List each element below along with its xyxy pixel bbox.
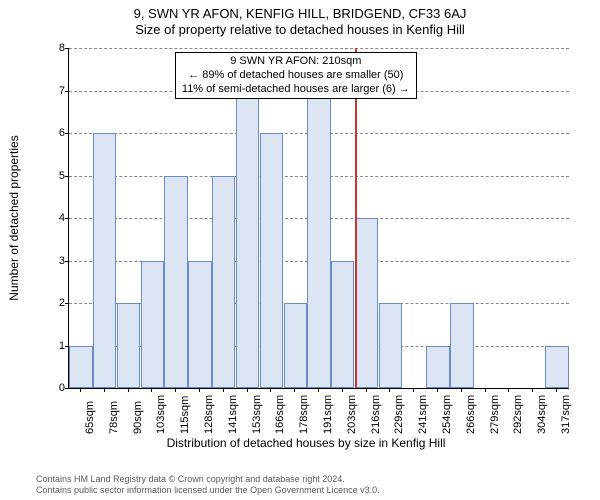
y-tick-label: 4 — [51, 212, 65, 224]
histogram-bar — [69, 346, 92, 389]
x-tick-label: 304sqm — [536, 395, 548, 434]
x-tick-label: 166sqm — [274, 395, 286, 434]
x-tick-mark — [270, 388, 271, 392]
callout-line-1: 9 SWN YR AFON: 210sqm — [182, 55, 410, 69]
y-tick-label: 7 — [51, 85, 65, 97]
x-tick-label: 78sqm — [108, 401, 120, 434]
y-tick-label: 0 — [51, 382, 65, 394]
histogram-bar — [545, 346, 568, 389]
x-tick-label: 216sqm — [370, 395, 382, 434]
plot-area: 012345678 9 SWN YR AFON: 210sqm ← 89% of… — [68, 48, 569, 389]
y-tick-mark — [65, 133, 69, 134]
x-tick-mark — [342, 388, 343, 392]
histogram-bar — [379, 303, 402, 388]
credits: Contains HM Land Registry data © Crown c… — [36, 474, 380, 496]
marker-callout: 9 SWN YR AFON: 210sqm ← 89% of detached … — [175, 52, 417, 99]
y-axis-label: Number of detached properties — [7, 135, 21, 300]
x-tick-label: 254sqm — [441, 395, 453, 434]
x-tick-mark — [437, 388, 438, 392]
x-tick-label: 103sqm — [155, 395, 167, 434]
x-tick-mark — [151, 388, 152, 392]
x-tick-mark — [247, 388, 248, 392]
y-tick-mark — [65, 91, 69, 92]
y-tick-label: 2 — [51, 297, 65, 309]
x-tick-label: 229sqm — [393, 395, 405, 434]
x-tick-label: 191sqm — [322, 395, 334, 434]
callout-line-3: 11% of semi-detached houses are larger (… — [182, 83, 410, 97]
x-tick-label: 292sqm — [512, 395, 524, 434]
x-tick-mark — [532, 388, 533, 392]
x-tick-label: 279sqm — [489, 395, 501, 434]
histogram-bar — [307, 91, 330, 389]
x-tick-mark — [485, 388, 486, 392]
x-tick-mark — [294, 388, 295, 392]
callout-line-2: ← 89% of detached houses are smaller (50… — [182, 69, 410, 83]
x-tick-label: 266sqm — [465, 395, 477, 434]
y-tick-mark — [65, 261, 69, 262]
histogram-bar — [331, 261, 354, 389]
title-subtitle: Size of property relative to detached ho… — [0, 22, 600, 38]
histogram-bar — [117, 303, 140, 388]
histogram-bar — [164, 176, 187, 389]
y-tick-label: 8 — [51, 42, 65, 54]
x-tick-mark — [413, 388, 414, 392]
x-tick-label: 241sqm — [417, 395, 429, 434]
histogram-bar — [141, 261, 164, 389]
title-address: 9, SWN YR AFON, KENFIG HILL, BRIDGEND, C… — [0, 6, 600, 22]
histogram-bar — [236, 91, 259, 389]
histogram-bar — [93, 133, 116, 388]
histogram-bar — [355, 218, 378, 388]
chart-titles: 9, SWN YR AFON, KENFIG HILL, BRIDGEND, C… — [0, 0, 600, 39]
y-tick-label: 6 — [51, 127, 65, 139]
x-tick-mark — [104, 388, 105, 392]
x-tick-mark — [80, 388, 81, 392]
x-tick-mark — [318, 388, 319, 392]
y-tick-mark — [65, 48, 69, 49]
x-tick-label: 317sqm — [560, 395, 572, 434]
y-tick-mark — [65, 218, 69, 219]
histogram-bar — [450, 303, 473, 388]
histogram-bar — [260, 133, 283, 388]
credits-line-1: Contains HM Land Registry data © Crown c… — [36, 474, 380, 485]
x-tick-mark — [175, 388, 176, 392]
credits-line-2: Contains public sector information licen… — [36, 485, 380, 496]
x-tick-mark — [461, 388, 462, 392]
x-tick-mark — [199, 388, 200, 392]
x-tick-label: 203sqm — [346, 395, 358, 434]
y-tick-mark — [65, 303, 69, 304]
gridline — [69, 48, 569, 49]
histogram-chart: Number of detached properties 012345678 … — [36, 48, 576, 428]
x-tick-mark — [223, 388, 224, 392]
y-tick-label: 3 — [51, 255, 65, 267]
x-tick-label: 141sqm — [227, 395, 239, 434]
x-tick-label: 115sqm — [179, 396, 191, 434]
y-tick-mark — [65, 388, 69, 389]
y-tick-label: 1 — [51, 340, 65, 352]
x-tick-label: 153sqm — [251, 395, 263, 434]
x-tick-label: 65sqm — [84, 401, 96, 434]
histogram-bar — [188, 261, 211, 389]
y-tick-label: 5 — [51, 170, 65, 182]
x-tick-label: 90sqm — [132, 401, 144, 434]
x-tick-mark — [556, 388, 557, 392]
x-tick-label: 178sqm — [298, 395, 310, 434]
x-tick-mark — [366, 388, 367, 392]
x-tick-mark — [508, 388, 509, 392]
x-tick-mark — [389, 388, 390, 392]
histogram-bar — [212, 176, 235, 389]
histogram-bar — [426, 346, 449, 389]
x-tick-label: 128sqm — [203, 395, 215, 434]
x-tick-mark — [128, 388, 129, 392]
histogram-bar — [284, 303, 307, 388]
y-tick-mark — [65, 176, 69, 177]
